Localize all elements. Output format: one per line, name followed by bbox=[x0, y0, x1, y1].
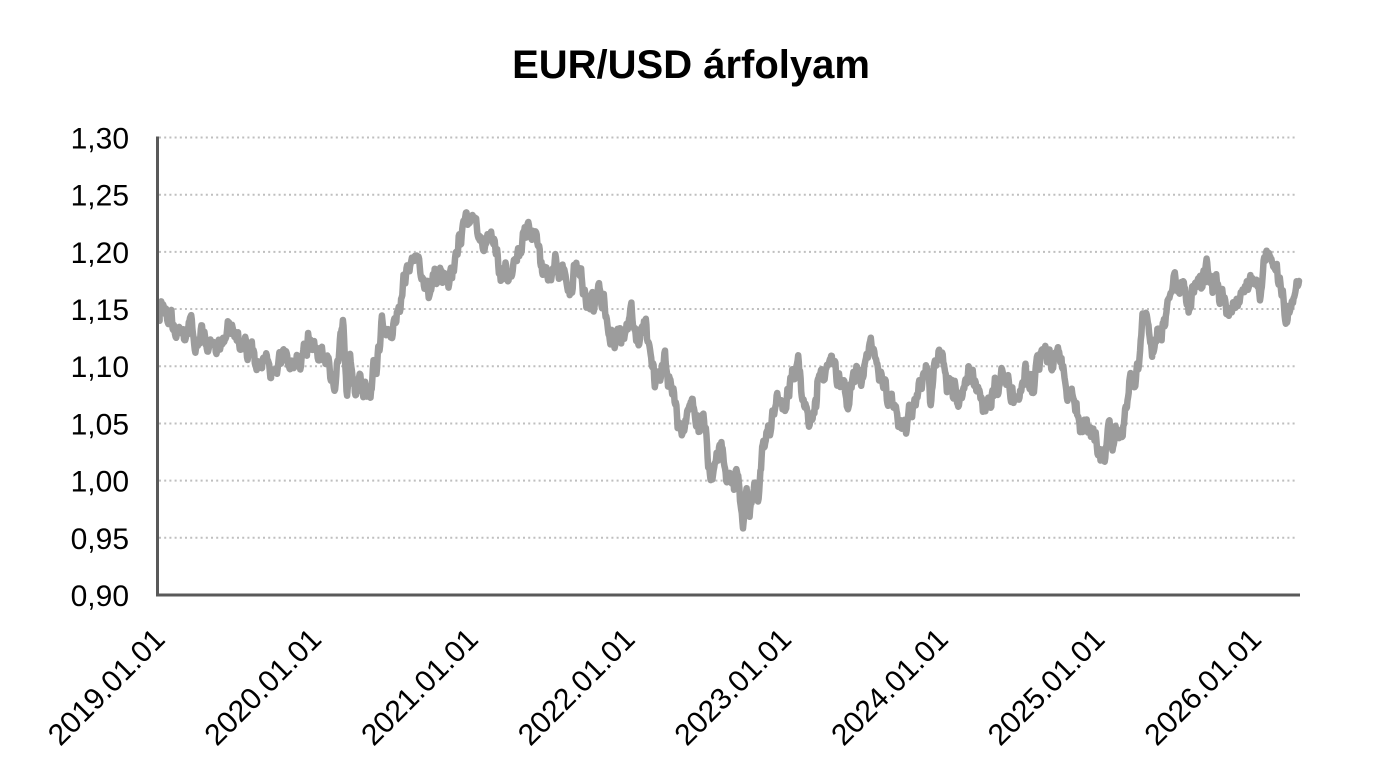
svg-text:1,25: 1,25 bbox=[71, 180, 129, 213]
svg-text:1,15: 1,15 bbox=[71, 294, 129, 327]
svg-text:1,30: 1,30 bbox=[71, 123, 129, 156]
svg-text:0,95: 0,95 bbox=[71, 523, 129, 556]
svg-text:1,20: 1,20 bbox=[71, 237, 129, 270]
svg-text:1,00: 1,00 bbox=[71, 466, 129, 499]
svg-text:1,05: 1,05 bbox=[71, 408, 129, 441]
svg-text:1,10: 1,10 bbox=[71, 351, 129, 384]
svg-text:EUR/USD árfolyam: EUR/USD árfolyam bbox=[512, 43, 870, 87]
svg-text:0,90: 0,90 bbox=[71, 580, 129, 613]
